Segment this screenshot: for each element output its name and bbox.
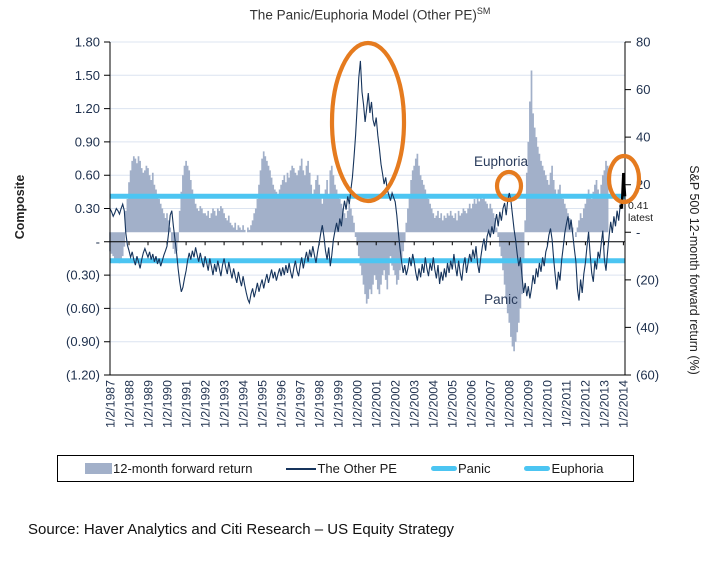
right-axis-tick-label: 60 — [636, 82, 650, 97]
left-axis-tick-label: (0.60) — [66, 301, 100, 316]
x-axis-tick-label: 1/2/1995 — [255, 380, 269, 428]
legend-item-0: 12-month forward return — [85, 461, 252, 476]
latest-highlight-ellipse — [606, 153, 642, 205]
legend-label: Panic — [457, 461, 491, 476]
other-pe-line — [109, 60, 626, 305]
panic-euphoria-chart: 1.80 1.50 1.20 0.90 0.60 0.30 - (0.30) (0.60) (0.… — [66, 35, 659, 428]
chart-title-text: The Panic/Euphoria Model (Other PE) — [249, 7, 477, 23]
left-axis-tick-label: 0.90 — [75, 134, 100, 149]
x-axis-tick-label: 1/2/2010 — [541, 380, 555, 428]
x-axis-tick-label: 1/2/1990 — [160, 380, 174, 428]
x-axis-tick-label: 1/2/1992 — [198, 380, 212, 428]
right-axis-ticks — [625, 41, 631, 376]
legend-swatch-bar — [85, 463, 112, 474]
right-axis-tick-label: (40) — [636, 320, 659, 335]
chart-legend: 12-month forward return The Other PE Panic… — [57, 455, 634, 482]
legend-label: 12-month forward return — [113, 461, 253, 476]
x-axis-tick-label: 1/2/2001 — [370, 380, 384, 428]
legend-label: The Other PE — [317, 461, 397, 476]
right-axis-tick-label: (60) — [636, 368, 659, 383]
x-axis-tick-label: 1/2/1987 — [103, 380, 117, 428]
left-axis-tick-label: 0.30 — [75, 201, 100, 216]
right-axis-tick-label: - — [636, 225, 640, 240]
x-axis-tick-label: 1/2/2014 — [617, 380, 631, 428]
legend-label: Euphoria — [551, 461, 604, 476]
tech-bubble-highlight-ellipse — [329, 40, 407, 204]
x-axis-tick-label: 1/2/1991 — [179, 380, 193, 428]
left-axis-ticks — [104, 41, 110, 376]
x-axis-tick-label: 1/2/2011 — [560, 380, 574, 427]
x-axis-tick-label: 1/2/2003 — [408, 380, 422, 428]
x-axis-tick-label: 1/2/1988 — [122, 380, 136, 428]
latest-value-annotation: 0.41 — [628, 200, 649, 212]
x-axis-tick-label: 1/2/2006 — [465, 380, 479, 428]
x-axis-tick-label: 1/2/1997 — [294, 380, 308, 428]
x-axis-tick-label: 1/2/2004 — [427, 380, 441, 428]
left-axis-tick-label: 0.60 — [75, 168, 100, 183]
x-axis-tick-label: 1/2/2009 — [522, 380, 536, 428]
left-axis-tick-label: - — [96, 234, 100, 249]
left-axis-title: Composite — [13, 174, 27, 240]
x-axis-tick-label: 1/2/1996 — [274, 380, 288, 428]
legend-swatch-threshold — [524, 466, 551, 471]
panic-annotation: Panic — [484, 292, 518, 307]
2008-euphoria-highlight-ellipse — [494, 169, 524, 203]
chart-title-superscript: SM — [476, 6, 491, 16]
left-axis-tick-label: (1.20) — [66, 368, 100, 383]
x-axis-tick-label: 1/2/2013 — [598, 380, 612, 428]
legend-item-2: Panic — [430, 461, 491, 476]
chart-title: The Panic/Euphoria Model (Other PE)SM — [20, 6, 720, 23]
x-axis-tick-label: 1/2/1989 — [141, 380, 155, 428]
x-axis-tick-label: 1/2/1999 — [332, 380, 346, 428]
x-axis-tick-label: 1/2/2000 — [351, 380, 365, 428]
legend-item-3: Euphoria — [524, 461, 604, 476]
x-axis-tick-label: 1/2/1993 — [217, 380, 231, 428]
x-axis-tick-label: 1/2/2005 — [446, 380, 460, 428]
latest-segment — [619, 172, 627, 210]
right-axis-title: S&P 500 12-month forward return (%) — [687, 165, 701, 375]
x-axis-tick-label: 1/2/2007 — [484, 380, 498, 428]
x-axis-tick-label: 1/2/2002 — [389, 380, 403, 428]
source-line: Source: Haver Analytics and Citi Researc… — [28, 521, 455, 538]
left-axis-tick-label: 1.50 — [75, 68, 100, 83]
left-axis-tick-label: (0.30) — [66, 268, 100, 283]
x-axis-tick-label: 1/2/2012 — [579, 380, 593, 428]
legend-swatch-line — [286, 467, 317, 470]
left-axis-tick-label: (0.90) — [66, 334, 100, 349]
x-axis-tick-label: 1/2/2008 — [503, 380, 517, 428]
x-axis-tick-label: 1/2/1994 — [236, 380, 250, 428]
left-axis-tick-label: 1.80 — [75, 35, 100, 50]
legend-item-1: The Other PE — [286, 461, 397, 476]
forward-return-bars — [109, 70, 609, 352]
legend-swatch-threshold — [430, 466, 457, 471]
left-axis-tick-label: 1.20 — [75, 101, 100, 116]
right-axis-tick-label: (20) — [636, 272, 659, 287]
right-axis-tick-label: 40 — [636, 130, 650, 145]
x-axis-tick-label: 1/2/1998 — [313, 380, 327, 428]
latest-caption-annotation: latest — [628, 212, 653, 224]
right-axis-tick-label: 80 — [636, 35, 650, 50]
euphoria-annotation: Euphoria — [474, 154, 529, 169]
